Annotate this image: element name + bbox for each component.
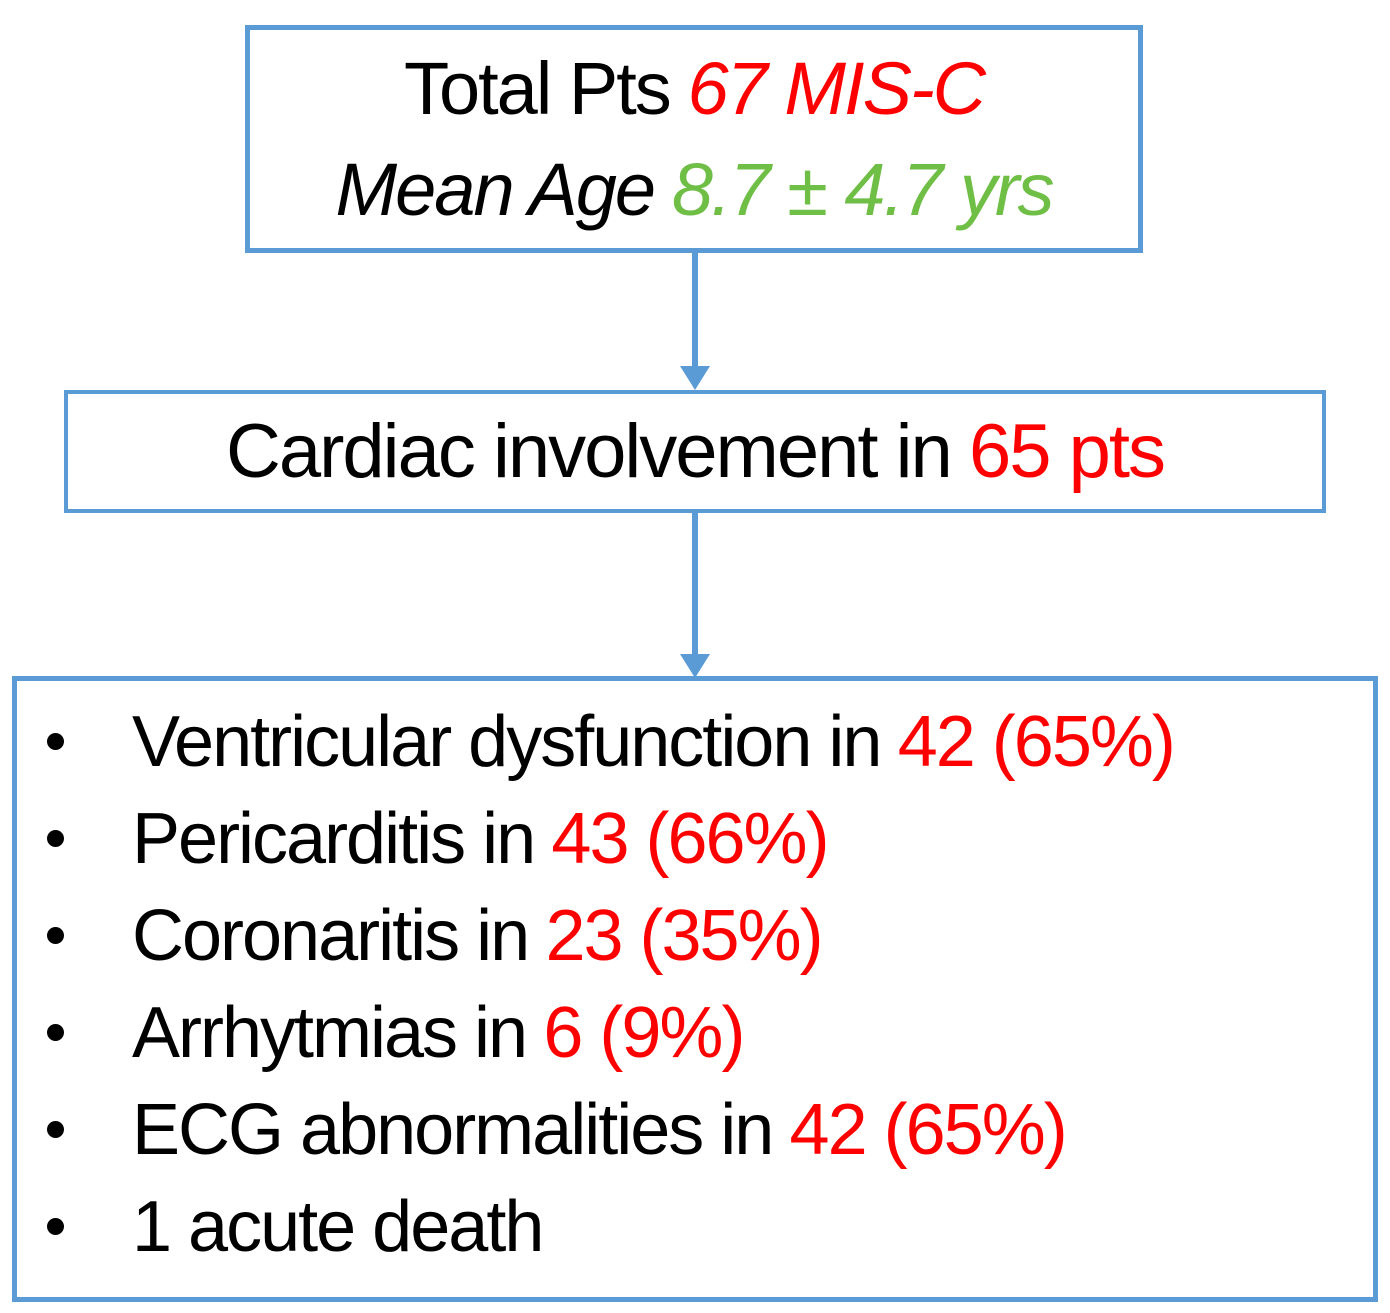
arrow-head	[680, 654, 710, 678]
arrow-head	[680, 366, 710, 390]
bullet-icon	[47, 1024, 64, 1041]
bullet-icon	[47, 830, 64, 847]
down-arrow-icon	[679, 253, 711, 390]
mean-age-label: Mean Age	[335, 148, 656, 231]
finding-label: Ventricular dysfunction in	[132, 701, 882, 782]
bullet-icon	[47, 1121, 64, 1138]
finding-label: ECG abnormalities in	[132, 1089, 774, 1170]
cardiac-involvement-value: 65 pts	[968, 409, 1166, 494]
finding-value: 6 (9%)	[543, 992, 745, 1073]
finding-value: 42 (65%)	[789, 1089, 1068, 1170]
findings-list: Ventricular dysfunction in 42 (65%) Peric…	[39, 693, 1357, 1275]
finding-value: 43 (66%)	[551, 798, 829, 879]
finding-label: 1 acute death	[132, 1186, 544, 1267]
mean-age-value: 8.7 ± 4.7 yrs	[671, 148, 1055, 231]
total-patients-box: Total Pts 67 MIS-C Mean Age 8.7 ± 4.7 yrs	[245, 25, 1143, 253]
total-pts-label: Total Pts	[403, 47, 672, 130]
finding-label: Coronaritis in	[132, 895, 530, 976]
down-arrow-icon	[679, 513, 711, 678]
finding-label: Pericarditis in	[132, 798, 536, 879]
total-patients-line: Total Pts 67 MIS-C	[403, 38, 987, 139]
list-item: Ventricular dysfunction in 42 (65%)	[39, 693, 1357, 790]
cardiac-involvement-label: Cardiac involvement in	[225, 409, 953, 494]
finding-value: 42 (65%)	[897, 701, 1176, 782]
mean-age-line: Mean Age 8.7 ± 4.7 yrs	[335, 139, 1055, 240]
arrow-shaft	[692, 513, 698, 656]
bullet-icon	[47, 1218, 64, 1235]
total-pts-value: 67 MIS-C	[687, 47, 987, 130]
arrow-shaft	[692, 253, 698, 368]
finding-label: Arrhytmias in	[132, 992, 528, 1073]
cardiac-involvement-box: Cardiac involvement in 65 pts	[64, 390, 1326, 513]
findings-box: Ventricular dysfunction in 42 (65%) Peric…	[12, 676, 1378, 1302]
list-item: ECG abnormalities in 42 (65%)	[39, 1081, 1357, 1178]
list-item: Arrhytmias in 6 (9%)	[39, 984, 1357, 1081]
list-item: Pericarditis in 43 (66%)	[39, 790, 1357, 887]
list-item: 1 acute death	[39, 1178, 1357, 1275]
list-item: Coronaritis in 23 (35%)	[39, 887, 1357, 984]
finding-value: 23 (35%)	[545, 895, 823, 976]
bullet-icon	[47, 733, 64, 750]
bullet-icon	[47, 927, 64, 944]
